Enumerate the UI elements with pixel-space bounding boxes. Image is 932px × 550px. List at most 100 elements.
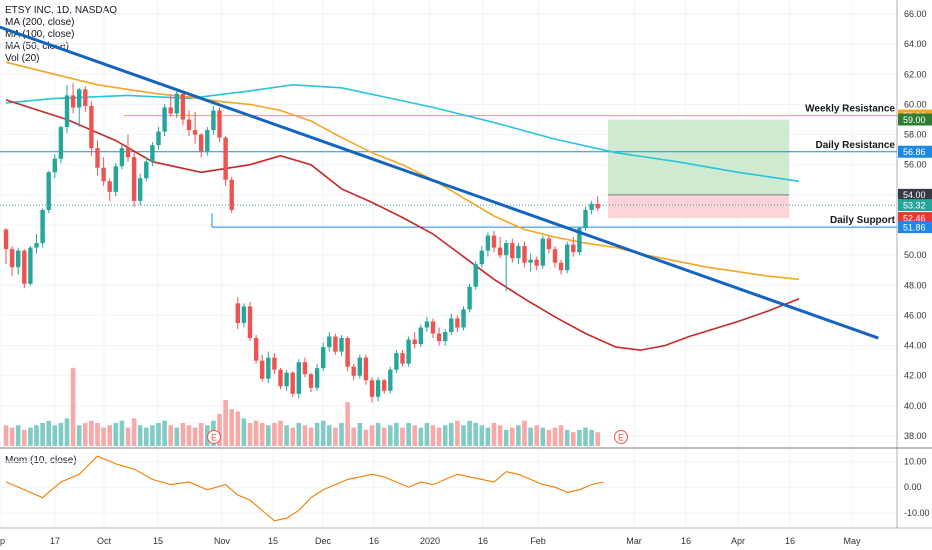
volume-bar [461,425,466,446]
y-tick-label: 50.00 [904,250,927,260]
entry-price-tag-text: 54.00 [903,190,926,200]
volume-bar [162,420,167,446]
volume-bar [40,423,45,446]
candle-body [375,380,381,397]
candle-body [156,131,161,146]
candle-body [308,374,314,388]
volume-bar [491,423,497,446]
volume-bar [192,427,198,446]
candle-body [485,235,491,251]
volume-bar [339,423,344,446]
volume-bar [571,432,576,446]
y-tick-label: 58.00 [904,130,927,140]
candle-body [314,368,320,388]
y-tick-label: 64.00 [904,39,927,49]
candle-body [144,161,149,179]
candle-body [510,243,515,259]
earnings-marker-label: E [211,433,217,443]
candle-body [339,338,344,352]
candle-body [290,372,295,394]
candle-body [333,336,338,352]
daily-resistance-tag [898,145,932,158]
candle-body [77,89,82,108]
volume-bar [217,413,222,446]
volume-bar [180,423,186,446]
volume-bar [552,427,558,446]
daily-support-tag [898,221,932,234]
candle-body [430,321,436,334]
volume-bar [266,425,271,446]
stop-zone [608,194,789,219]
candle-body [22,250,27,284]
candle-body [394,353,399,370]
symbol-title: ETSY INC, 1D, NASDAQ [5,5,118,16]
weekly-resistance-label: Weekly Resistance [805,104,895,115]
y-tick-label: 38.00 [904,431,927,441]
volume-bar [375,423,381,446]
momentum-y-tick-label: 10.00 [904,456,927,466]
volume-bar [449,423,454,446]
volume-bar [430,425,436,446]
candle-body [571,244,576,253]
candle-body [504,243,509,256]
candle-body [516,246,521,259]
volume-bar [284,425,289,446]
candle-body [461,309,466,328]
ma50-line [5,99,800,351]
volume-bar [290,427,295,446]
volume-bar [546,429,552,446]
volume-bar [595,432,600,446]
candle-body [217,110,222,138]
candle-body [424,321,430,328]
candle-body [113,166,118,192]
candle-body [205,130,210,152]
volume-bar [64,418,70,446]
last-price-tag-text: 53.32 [903,200,926,210]
daily-resistance-tag-text: 56.86 [903,147,926,157]
candle-body [357,357,362,376]
candle-body [199,134,204,152]
volume-bar [558,425,564,446]
candle-body [64,95,70,128]
candle-body [101,167,106,182]
volume-bar [589,429,594,446]
target-price-tag-text: 59.00 [903,115,926,125]
volume-bar [113,423,119,446]
candle-body [552,249,558,263]
y-tick-label: 62.00 [904,69,927,79]
candle-body [321,347,326,369]
candle-body [28,247,33,284]
candle-body [131,157,137,201]
x-tick-label: 17 [50,536,60,546]
volume-bar [144,427,149,446]
candle-body [296,362,301,394]
volume-bar [388,425,393,446]
volume-bar [174,427,180,446]
ma100-line [5,61,800,281]
candle-body [34,243,39,248]
candle-body [150,145,155,162]
candle-body [595,203,600,209]
candle-body [455,318,460,328]
daily-support-label: Daily Support [830,215,896,226]
candle-body [89,105,94,149]
ma200-line [5,83,800,183]
candle-body [107,181,112,192]
volume-bar [333,427,338,446]
candle-body [278,369,283,387]
candle-body [180,93,186,120]
stop-price-tag [898,212,932,225]
volume-bar [424,423,430,446]
volume-bar [436,427,442,446]
volume-bar [15,425,21,446]
volume-bar [351,427,356,446]
y-tick-label: 66.00 [904,9,927,19]
candle-body [369,380,375,397]
ma200-legend: MA (200, close) [5,17,75,28]
volume-bar [442,425,448,446]
candle-body [449,318,454,333]
volume-bar [479,425,485,446]
candle-body [363,357,369,381]
volume-bar [577,429,582,446]
